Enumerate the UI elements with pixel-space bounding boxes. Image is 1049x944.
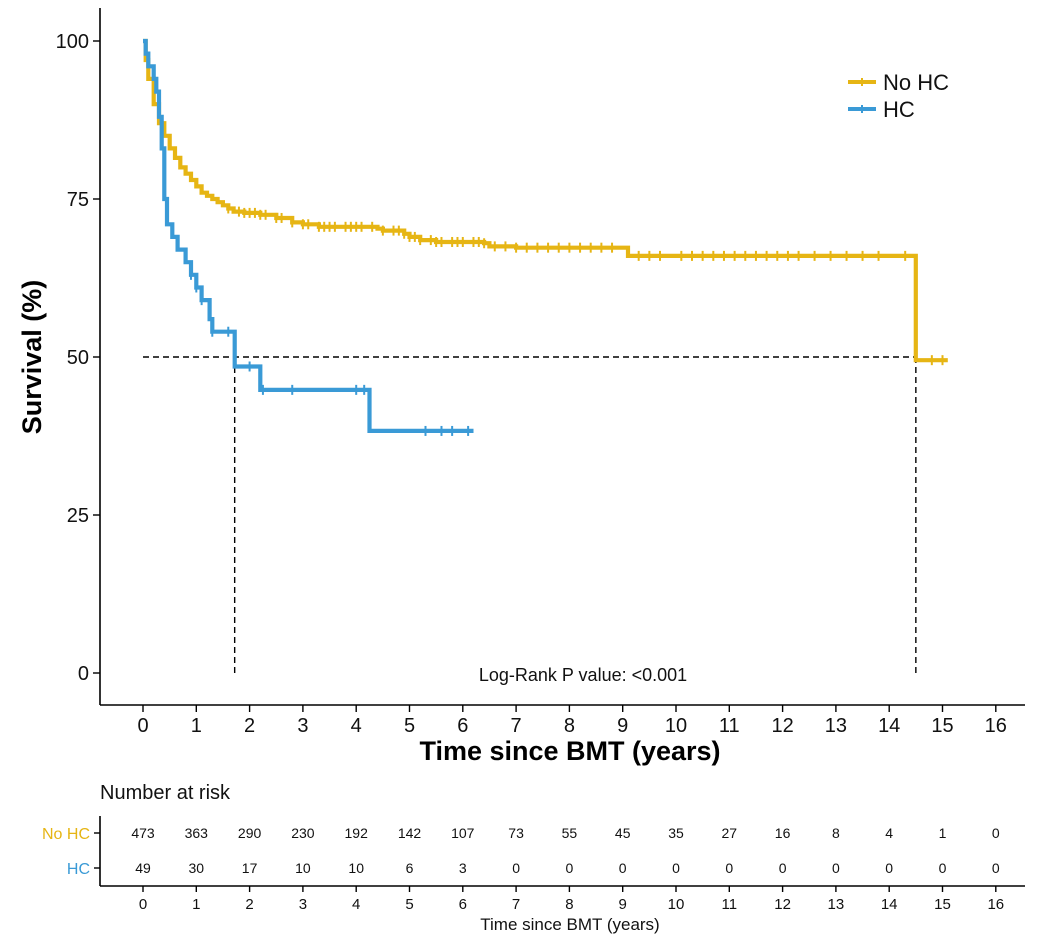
risk-group-label-hc: HC (67, 861, 90, 878)
risk-x-tick-label: 9 (619, 896, 627, 913)
risk-count-no-hc: 473 (131, 825, 155, 841)
risk-count-hc: 10 (348, 860, 364, 876)
risk-x-tick-label: 2 (245, 896, 253, 913)
y-axis-title: Survival (%) (17, 280, 47, 435)
risk-count-no-hc: 107 (451, 825, 475, 841)
risk-count-no-hc: 55 (562, 825, 578, 841)
risk-x-tick-label: 11 (722, 896, 738, 913)
risk-x-tick-label: 4 (352, 896, 360, 913)
x-tick-label: 3 (297, 715, 308, 737)
x-tick-label: 2 (244, 715, 255, 737)
x-tick-label: 7 (511, 715, 522, 737)
x-tick-label: 10 (665, 715, 687, 737)
x-axis-title: Time since BMT (years) (419, 736, 720, 766)
risk-count-hc: 0 (779, 860, 787, 876)
y-axis-ticks: 0 25 50 75 100 (56, 31, 100, 685)
x-tick-label: 13 (825, 715, 847, 737)
risk-count-hc: 0 (939, 860, 947, 876)
risk-count-hc: 0 (725, 860, 733, 876)
risk-x-axis-ticks: 0 1 2 3 4 5 6 7 8 9 10 11 12 13 14 15 16 (139, 886, 1004, 913)
risk-count-hc: 0 (832, 860, 840, 876)
x-tick-label: 0 (137, 715, 148, 737)
y-tick-label: 25 (67, 505, 89, 527)
risk-count-hc: 6 (406, 860, 414, 876)
y-tick-label: 0 (78, 663, 89, 685)
x-tick-label: 5 (404, 715, 415, 737)
x-tick-label: 15 (931, 715, 953, 737)
risk-count-no-hc: 27 (722, 825, 738, 841)
risk-count-hc: 3 (459, 860, 467, 876)
risk-count-no-hc: 4 (885, 825, 893, 841)
x-tick-label: 4 (351, 715, 362, 737)
x-tick-label: 16 (985, 715, 1007, 737)
x-tick-label: 6 (457, 715, 468, 737)
legend-label-no-hc: No HC (883, 70, 949, 95)
risk-count-no-hc: 192 (345, 825, 369, 841)
risk-count-hc: 10 (295, 860, 311, 876)
y-tick-label: 100 (56, 31, 89, 53)
median-reference-lines (143, 356, 917, 673)
risk-x-tick-label: 3 (299, 896, 307, 913)
risk-count-no-hc: 230 (291, 825, 315, 841)
risk-count-no-hc: 8 (832, 825, 840, 841)
x-tick-label: 9 (617, 715, 628, 737)
risk-x-tick-label: 15 (934, 896, 951, 913)
risk-x-tick-label: 8 (565, 896, 573, 913)
risk-count-no-hc: 142 (398, 825, 422, 841)
risk-x-tick-label: 5 (405, 896, 413, 913)
risk-x-axis-title: Time since BMT (years) (480, 915, 659, 934)
risk-count-no-hc: 0 (992, 825, 1000, 841)
risk-x-tick-label: 16 (987, 896, 1004, 913)
risk-count-hc: 49 (135, 860, 151, 876)
series-line-no-hc (143, 38, 948, 363)
legend-label-hc: HC (883, 97, 915, 122)
x-tick-label: 8 (564, 715, 575, 737)
risk-count-no-hc: 1 (939, 825, 947, 841)
log-rank-annotation: Log-Rank P value: <0.001 (479, 665, 687, 685)
risk-x-tick-label: 6 (459, 896, 467, 913)
x-tick-label: 11 (719, 715, 740, 737)
x-tick-label: 12 (771, 715, 793, 737)
risk-rows: No HC 473 363 290 230 192 142 107 73 55 45 35 27 16 8 4… (42, 825, 1000, 878)
risk-x-tick-label: 0 (139, 896, 147, 913)
risk-count-no-hc: 45 (615, 825, 631, 841)
risk-count-hc: 0 (992, 860, 1000, 876)
risk-table-title: Number at risk (100, 782, 231, 804)
risk-x-tick-label: 1 (192, 896, 200, 913)
risk-count-no-hc: 73 (508, 825, 524, 841)
risk-count-no-hc: 363 (185, 825, 209, 841)
risk-count-no-hc: 290 (238, 825, 262, 841)
risk-count-hc: 0 (619, 860, 627, 876)
risk-count-hc: 0 (566, 860, 574, 876)
x-axis-ticks: 0 1 2 3 4 5 6 7 8 9 10 11 12 13 14 15 16 (137, 705, 1007, 737)
risk-count-no-hc: 35 (668, 825, 684, 841)
risk-count-hc: 30 (189, 860, 205, 876)
y-tick-label: 75 (67, 189, 89, 211)
risk-x-tick-label: 10 (668, 896, 685, 913)
y-tick-label: 50 (67, 347, 89, 369)
risk-x-tick-label: 12 (774, 896, 791, 913)
x-tick-label: 14 (878, 715, 900, 737)
risk-count-hc: 17 (242, 860, 258, 876)
series-layer (143, 38, 948, 436)
risk-count-no-hc: 16 (775, 825, 791, 841)
risk-x-tick-label: 13 (828, 896, 845, 913)
risk-table: Number at risk No HC 473 363 290 230 192 142 10… (42, 782, 1025, 934)
risk-count-hc: 0 (672, 860, 680, 876)
risk-count-hc: 0 (512, 860, 520, 876)
risk-group-label-no-hc: No HC (42, 826, 90, 843)
risk-x-tick-label: 7 (512, 896, 520, 913)
risk-count-hc: 0 (885, 860, 893, 876)
risk-x-tick-label: 14 (881, 896, 898, 913)
x-tick-label: 1 (191, 715, 202, 737)
series-line-hc (143, 38, 474, 433)
